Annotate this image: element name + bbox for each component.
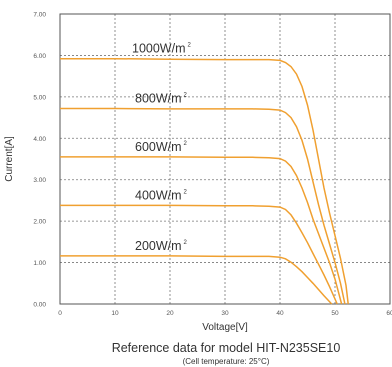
y-tick-label: 5.00 [33, 94, 46, 101]
x-tick-label: 50 [331, 310, 339, 317]
x-tick-label: 40 [276, 310, 284, 317]
y-tick-label: 4.00 [33, 136, 46, 143]
x-tick-labels: 0 10 20 30 40 50 60 [58, 310, 392, 317]
series-line [60, 107, 346, 305]
x-tick-label: 30 [221, 310, 229, 317]
series-labels: 1000W/m 2 800W/m 2 600W/m 2 400W/m 2 200W/m 2 [132, 42, 192, 253]
y-tick-label: 0.00 [33, 302, 46, 309]
x-tick-label: 10 [111, 310, 119, 317]
y-tick-labels: 0.00 1.00 2.00 3.00 4.00 5.00 6.00 7.00 [33, 12, 46, 309]
x-tick-label: 0 [58, 310, 62, 317]
y-tick-label: 7.00 [33, 12, 46, 19]
y-tick-label: 1.00 [33, 260, 46, 267]
series-label-superscript: 2 [184, 92, 188, 98]
series-label: 800W/m 2 [135, 91, 188, 105]
y-tick-label: 6.00 [33, 53, 46, 60]
x-tick-label: 60 [386, 310, 392, 317]
series-label: 600W/m 2 [135, 140, 188, 154]
series-label: 1000W/m 2 [132, 42, 192, 56]
series-label: 400W/m 2 [135, 188, 188, 202]
x-tick-label: 20 [166, 310, 174, 317]
series-curves [60, 57, 349, 305]
x-axis-label: Voltage[V] [202, 322, 248, 333]
series-label-superscript: 2 [184, 240, 188, 246]
y-axis-label: Current[A] [4, 136, 15, 182]
series-label: 200W/m 2 [135, 239, 188, 253]
caption-title: Reference data for model HIT-N235SE10 [112, 341, 341, 355]
series-label-superscript: 2 [188, 43, 192, 49]
y-tick-label: 2.00 [33, 219, 46, 226]
plot-frame [59, 13, 391, 305]
grid [60, 14, 390, 304]
series-line [60, 156, 343, 305]
series-line [60, 204, 338, 305]
series-label-superscript: 2 [184, 141, 188, 147]
series-line [60, 57, 349, 305]
caption-subtitle: (Cell temperature: 25°C) [183, 357, 270, 366]
series-label-superscript: 2 [184, 189, 188, 195]
series-line [60, 255, 333, 305]
y-tick-label: 3.00 [33, 177, 46, 184]
